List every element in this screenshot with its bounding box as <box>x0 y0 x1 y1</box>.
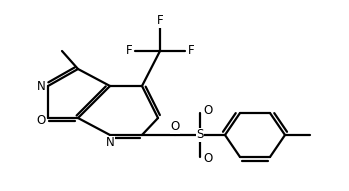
Text: F: F <box>126 45 132 57</box>
Text: O: O <box>203 104 213 117</box>
Text: O: O <box>36 113 46 126</box>
Text: O: O <box>170 121 180 134</box>
Text: F: F <box>188 45 194 57</box>
Text: O: O <box>203 152 213 165</box>
Text: N: N <box>106 137 114 150</box>
Text: F: F <box>157 15 163 28</box>
Text: N: N <box>37 79 45 92</box>
Text: S: S <box>196 129 204 142</box>
